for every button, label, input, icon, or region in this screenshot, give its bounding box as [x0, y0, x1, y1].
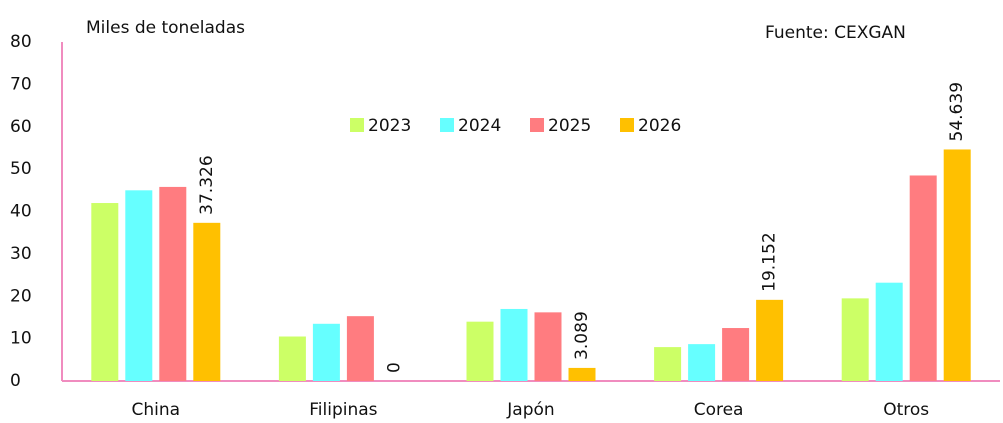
x-tick-label: Otros — [883, 400, 929, 420]
bar — [193, 222, 221, 381]
x-tick-label: Filipinas — [309, 400, 377, 420]
y-tick-label: 40 — [10, 202, 32, 222]
value-label: 37.326 — [197, 155, 217, 214]
legend-swatch — [350, 118, 364, 132]
y-tick-label: 60 — [10, 117, 32, 137]
legend-swatch — [620, 118, 634, 132]
chart-title: Miles de toneladas — [86, 18, 245, 38]
bar — [688, 344, 716, 381]
bar — [722, 328, 750, 381]
y-tick-label: 30 — [10, 244, 32, 264]
x-tick-label: China — [132, 400, 181, 420]
bar — [346, 316, 374, 381]
bar — [125, 190, 153, 381]
bar — [943, 149, 971, 381]
x-tick-label: Japón — [506, 400, 554, 420]
source-note: Fuente: CEXGAN — [765, 23, 906, 43]
bar — [568, 367, 596, 381]
legend-swatch — [530, 118, 544, 132]
bar — [91, 203, 119, 381]
y-tick-label: 50 — [10, 159, 32, 179]
legend-label: 2023 — [368, 116, 411, 136]
legend-label: 2024 — [458, 116, 501, 136]
bar — [841, 298, 869, 381]
value-label: 54.639 — [947, 82, 967, 141]
bar — [278, 336, 306, 381]
x-tick-label: Corea — [694, 400, 744, 420]
bar — [159, 186, 187, 381]
y-tick-label: 70 — [10, 74, 32, 94]
legend-label: 2026 — [638, 116, 681, 136]
y-tick-label: 10 — [10, 329, 32, 349]
y-tick-label: 80 — [10, 32, 32, 52]
y-tick-label: 0 — [10, 371, 21, 391]
y-tick-label: 20 — [10, 286, 32, 306]
bar — [875, 282, 903, 381]
bar — [500, 308, 528, 381]
bar — [756, 299, 784, 381]
bar — [466, 321, 494, 381]
legend-swatch — [440, 118, 454, 132]
bar — [654, 347, 682, 381]
bar — [312, 323, 340, 381]
bar — [909, 175, 937, 381]
value-label: 19.152 — [760, 232, 780, 291]
legend-label: 2025 — [548, 116, 591, 136]
value-label: 3.089 — [572, 311, 592, 360]
value-label: 0 — [384, 362, 404, 373]
bar — [534, 312, 562, 381]
